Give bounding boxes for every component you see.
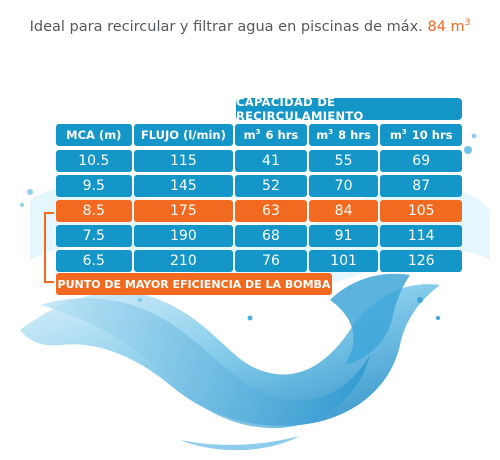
cell-mca: 7.5 [56,225,132,247]
cell-mca: 6.5 [56,250,132,272]
column-header-6hrs: m3 6 hrs [235,124,307,146]
cell-6hrs: 63 [235,200,307,222]
table-row: 10.5 115 41 55 69 [56,150,463,172]
efficiency-bracket [44,212,54,283]
column-header-8hrs: m3 8 hrs [308,124,379,146]
column-header-mca: MCA (m) [56,124,132,146]
cell-8hrs: 91 [308,225,379,247]
headline-text: Ideal para recircular y filtrar agua en … [29,18,423,35]
cell-6hrs: 41 [235,150,307,172]
cell-10hrs: 105 [380,200,463,222]
headline: Ideal para recircular y filtrar agua en … [0,18,500,35]
column-header-10hrs: m3 10 hrs [380,124,463,146]
cell-flujo: 210 [133,250,234,272]
cell-10hrs: 69 [380,150,463,172]
cell-8hrs: 55 [308,150,379,172]
cell-flujo: 145 [133,175,234,197]
cell-flujo: 175 [133,200,234,222]
cell-8hrs: 84 [308,200,379,222]
column-header-flujo: FLUJO (l/min) [133,124,234,146]
cell-mca: 9.5 [56,175,132,197]
cell-flujo: 190 [133,225,234,247]
cell-6hrs: 76 [235,250,307,272]
cell-10hrs: 87 [380,175,463,197]
cell-10hrs: 114 [380,225,463,247]
cell-6hrs: 68 [235,225,307,247]
capacity-header: CAPACIDAD DE RECIRCULAMIENTO [236,95,462,123]
table-row: 9.5 145 52 70 87 [56,175,463,197]
cell-8hrs: 101 [308,250,379,272]
cell-flujo: 115 [133,150,234,172]
table-row-highlight: 8.5 175 63 84 105 [56,200,463,222]
table-row: 7.5 190 68 91 114 [56,225,463,247]
cell-mca: 10.5 [56,150,132,172]
cell-10hrs: 126 [380,250,463,272]
table-header-row: MCA (m) FLUJO (l/min) m3 6 hrs m3 8 hrs … [56,124,463,146]
headline-volume: 84 m3 [427,18,471,35]
cell-mca: 8.5 [56,200,132,222]
efficiency-note: PUNTO DE MAYOR EFICIENCIA DE LA BOMBA [56,273,332,295]
cell-6hrs: 52 [235,175,307,197]
cell-8hrs: 70 [308,175,379,197]
table-row: 6.5 210 76 101 126 [56,250,463,272]
